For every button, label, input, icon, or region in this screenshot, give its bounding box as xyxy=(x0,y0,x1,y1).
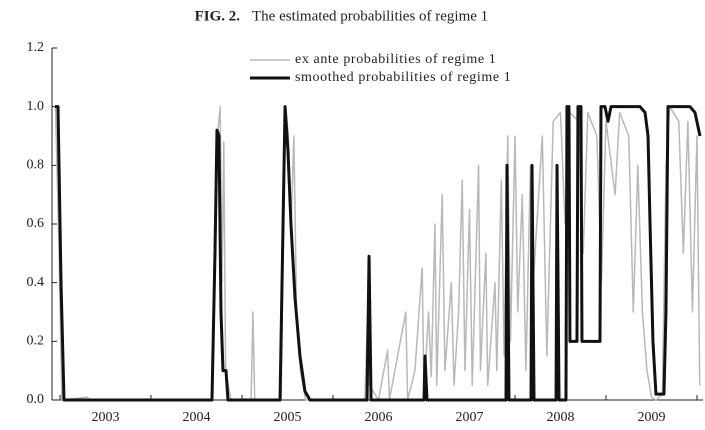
x-tick-label: 2003 xyxy=(92,410,120,425)
y-tick-label: 0.0 xyxy=(27,392,45,407)
y-tick-label: 0.8 xyxy=(27,158,45,173)
chart-title: The estimated probabilities of regime 1 xyxy=(252,8,488,24)
y-tick-label: 1.2 xyxy=(27,40,45,55)
x-tick-label: 2004 xyxy=(183,410,211,425)
y-tick-label: 1.0 xyxy=(27,99,45,114)
x-tick-label: 2006 xyxy=(365,410,393,425)
legend-label: ex ante probabilities of regime 1 xyxy=(295,52,496,67)
series-line xyxy=(54,105,701,401)
y-tick-label: 0.6 xyxy=(27,216,45,231)
y-tick-label: 0.4 xyxy=(27,275,45,290)
legend-label: smoothed probabilities of regime 1 xyxy=(295,70,511,85)
x-tick-label: 2008 xyxy=(546,410,574,425)
x-tick-label: 2005 xyxy=(274,410,302,425)
title-label: FIG. 2. xyxy=(195,8,241,24)
x-tick-label: 2009 xyxy=(637,410,665,425)
series-line xyxy=(55,105,702,402)
y-tick-label: 0.2 xyxy=(27,334,45,349)
x-tick-label: 2007 xyxy=(455,410,483,425)
